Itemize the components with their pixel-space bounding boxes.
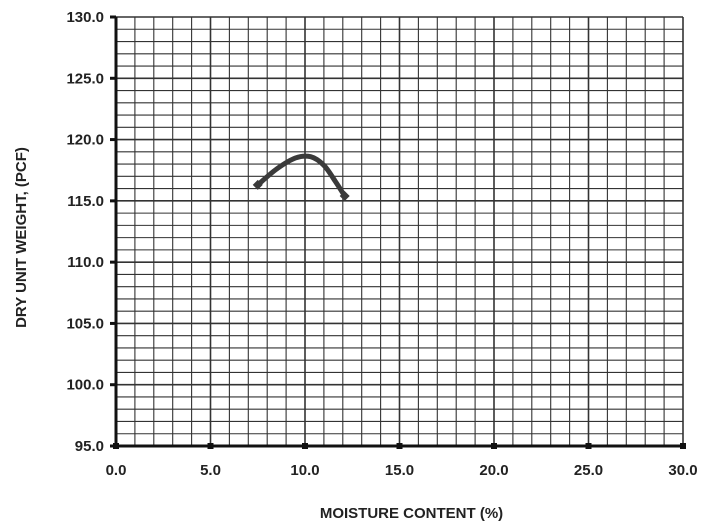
x-tick-label: 15.0 — [385, 462, 414, 479]
x-tick-mark — [302, 443, 308, 449]
y-tick-label: 105.0 — [66, 315, 104, 332]
x-tick-mark — [585, 443, 592, 449]
y-tick-label: 125.0 — [66, 70, 104, 87]
x-tick-mark — [207, 443, 214, 449]
data-point-marker — [339, 190, 350, 201]
x-tick-label: 0.0 — [106, 462, 127, 479]
x-tick-label: 5.0 — [200, 462, 221, 479]
y-tick-label: 110.0 — [67, 254, 104, 271]
y-tick-label: 115.0 — [67, 193, 104, 210]
x-tick-label: 30.0 — [668, 462, 697, 479]
x-tick-label: 20.0 — [479, 462, 508, 479]
y-tick-label: 120.0 — [66, 132, 104, 149]
y-tick-label: 130.0 — [66, 9, 104, 26]
y-tick-label: 100.0 — [66, 377, 104, 394]
x-tick-mark — [396, 443, 403, 449]
x-tick-mark — [491, 443, 497, 449]
series-layer — [252, 153, 350, 201]
data-point-marker — [252, 179, 263, 190]
tick-layer: 0.0 5.0 10.0 15.0 20.0 25.0 30.0 95.0 100.0 105.0… — [66, 9, 697, 479]
x-tick-label: 10.0 — [290, 462, 319, 479]
compaction-curve — [255, 153, 348, 199]
y-tick-label: 95.0 — [75, 438, 104, 455]
y-axis-title: DRY UNIT WEIGHT, (PCF) — [13, 147, 30, 328]
x-tick-label: 25.0 — [574, 462, 603, 479]
x-axis-title: MOISTURE CONTENT (%) — [320, 505, 503, 522]
x-tick-mark — [680, 443, 686, 449]
grid-layer — [115, 16, 684, 447]
